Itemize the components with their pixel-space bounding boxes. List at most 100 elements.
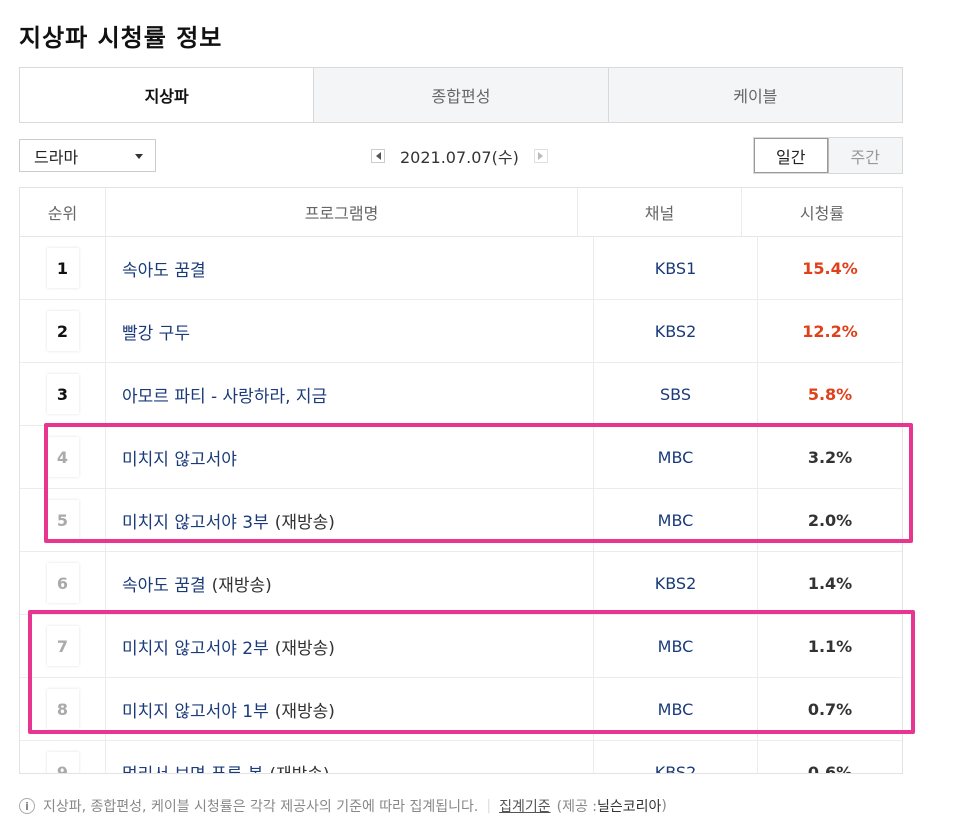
ratings-table: 순위 프로그램명 채널 시청률 1 속아도 꿈결 KBS1 15.4% 2 빨강 구두 KB…: [19, 187, 903, 774]
provider-suffix: ): [661, 798, 667, 814]
rank-cell: 5: [20, 489, 105, 551]
table-row: 2 빨강 구두 KBS2 12.2%: [20, 300, 902, 363]
daily-button[interactable]: 일간: [754, 138, 829, 173]
rank-number: 9: [46, 752, 79, 773]
rerun-tag: (재방송): [269, 760, 329, 774]
program-link[interactable]: 아모르 파티 - 사랑하라, 지금: [122, 386, 328, 407]
channel-cell: KBS2: [593, 300, 757, 362]
rerun-tag: (재방송): [211, 575, 272, 596]
table-row: 4 미치지 않고서야 MBC 3.2%: [20, 426, 902, 489]
rank-cell: 7: [20, 615, 105, 677]
table-body: 1 속아도 꿈결 KBS1 15.4% 2 빨강 구두 KBS2 12.2% 3 아모르 파티 -…: [20, 237, 902, 774]
rank-number: 2: [46, 311, 79, 351]
channel-cell: MBC: [593, 678, 757, 740]
rating-cell: 12.2%: [757, 300, 902, 362]
rank-number: 6: [46, 563, 79, 603]
rerun-tag: (재방송): [274, 512, 335, 533]
footer-note: i 지상파, 종합편성, 케이블 시청률은 각각 제공사의 기준에 따라 집계됩…: [19, 796, 667, 816]
rank-number: 7: [46, 626, 79, 666]
rerun-tag: (재방송): [274, 701, 335, 722]
broadcast-tabs: 지상파 종합편성 케이블: [19, 67, 903, 123]
program-cell: 속아도 꿈결: [105, 237, 593, 299]
separator: |: [486, 798, 492, 814]
rating-cell: 5.8%: [757, 363, 902, 425]
rating-cell: 2.0%: [757, 489, 902, 551]
program-link[interactable]: 미치지 않고서야 1부: [122, 701, 269, 722]
criteria-link[interactable]: 집계기준: [499, 799, 551, 815]
program-link[interactable]: 속아도 꿈결: [122, 260, 206, 281]
rank-cell: 8: [20, 678, 105, 740]
channel-cell: MBC: [593, 615, 757, 677]
program-cell: 멀리서 보면 푸른 봄 (재방송): [105, 741, 593, 774]
channel-cell: MBC: [593, 489, 757, 551]
arrow-left-icon: [375, 151, 381, 160]
rating-cell: 1.4%: [757, 552, 902, 614]
header-channel: 채널: [577, 188, 741, 236]
rank-cell: 3: [20, 363, 105, 425]
rating-cell: 1.1%: [757, 615, 902, 677]
channel-cell: KBS1: [593, 237, 757, 299]
channel-cell: MBC: [593, 426, 757, 488]
period-toggle: 일간 주간: [753, 137, 903, 174]
arrow-right-icon: [538, 151, 544, 160]
footer-note-text: 지상파, 종합편성, 케이블 시청률은 각각 제공사의 기준에 따라 집계됩니다…: [43, 799, 479, 815]
channel-cell: KBS2: [593, 741, 757, 773]
program-link[interactable]: 미치지 않고서야: [122, 449, 237, 470]
program-cell: 빨강 구두: [105, 300, 593, 362]
rank-number: 1: [46, 248, 79, 288]
rank-cell: 9: [20, 741, 105, 773]
tab-general-programming[interactable]: 종합편성: [313, 68, 608, 122]
table-row: 5 미치지 않고서야 3부 (재방송) MBC 2.0%: [20, 489, 902, 552]
program-cell: 속아도 꿈결 (재방송): [105, 552, 593, 614]
rank-cell: 4: [20, 426, 105, 488]
rating-cell: 15.4%: [757, 237, 902, 299]
table-row: 3 아모르 파티 - 사랑하라, 지금 SBS 5.8%: [20, 363, 902, 426]
header-rating: 시청률: [741, 188, 902, 236]
rank-number: 8: [46, 689, 79, 729]
rank-number: 5: [46, 500, 79, 540]
caret-down-icon: [135, 154, 143, 159]
genre-select[interactable]: 드라마: [19, 139, 156, 172]
prev-date-button[interactable]: [371, 148, 385, 163]
genre-select-value: 드라마: [34, 147, 79, 167]
program-link[interactable]: 미치지 않고서야 3부: [122, 512, 269, 533]
next-date-button[interactable]: [533, 148, 548, 163]
tab-terrestrial[interactable]: 지상파: [20, 68, 314, 122]
rank-cell: 1: [20, 237, 105, 299]
controls-bar: 드라마 2021.07.07(수) 일간 주간: [19, 137, 903, 174]
provider-prefix: (제공 :: [556, 799, 597, 815]
tab-cable[interactable]: 케이블: [607, 68, 902, 122]
program-cell: 미치지 않고서야: [105, 426, 593, 488]
rank-number: 3: [46, 374, 79, 414]
table-header: 순위 프로그램명 채널 시청률: [20, 188, 902, 237]
rank-cell: 6: [20, 552, 105, 614]
date-nav: 2021.07.07(수): [371, 137, 548, 174]
table-row: 6 속아도 꿈결 (재방송) KBS2 1.4%: [20, 552, 902, 615]
info-icon: i: [19, 798, 35, 814]
program-cell: 미치지 않고서야 1부 (재방송): [105, 678, 593, 740]
page-title: 지상파 시청률 정보: [19, 24, 223, 52]
program-link[interactable]: 미치지 않고서야 2부: [122, 638, 269, 659]
rerun-tag: (재방송): [274, 638, 335, 659]
current-date: 2021.07.07(수): [400, 147, 519, 167]
channel-cell: KBS2: [593, 552, 757, 614]
channel-cell: SBS: [593, 363, 757, 425]
program-link[interactable]: 멀리서 보면 푸른 봄: [122, 760, 263, 774]
program-cell: 아모르 파티 - 사랑하라, 지금: [105, 363, 593, 425]
rating-cell: 0.6%: [757, 741, 902, 773]
rating-cell: 3.2%: [757, 426, 902, 488]
program-cell: 미치지 않고서야 2부 (재방송): [105, 615, 593, 677]
weekly-button[interactable]: 주간: [828, 138, 902, 173]
program-cell: 미치지 않고서야 3부 (재방송): [105, 489, 593, 551]
table-row: 8 미치지 않고서야 1부 (재방송) MBC 0.7%: [20, 678, 902, 741]
rank-number: 4: [46, 437, 79, 477]
header-program: 프로그램명: [105, 188, 577, 236]
program-link[interactable]: 빨강 구두: [122, 323, 190, 344]
table-row: 7 미치지 않고서야 2부 (재방송) MBC 1.1%: [20, 615, 902, 678]
table-row: 1 속아도 꿈결 KBS1 15.4%: [20, 237, 902, 300]
provider-name: 닐슨코리아: [597, 799, 662, 815]
rank-cell: 2: [20, 300, 105, 362]
header-rank: 순위: [47, 204, 78, 223]
program-link[interactable]: 속아도 꿈결: [122, 575, 206, 596]
